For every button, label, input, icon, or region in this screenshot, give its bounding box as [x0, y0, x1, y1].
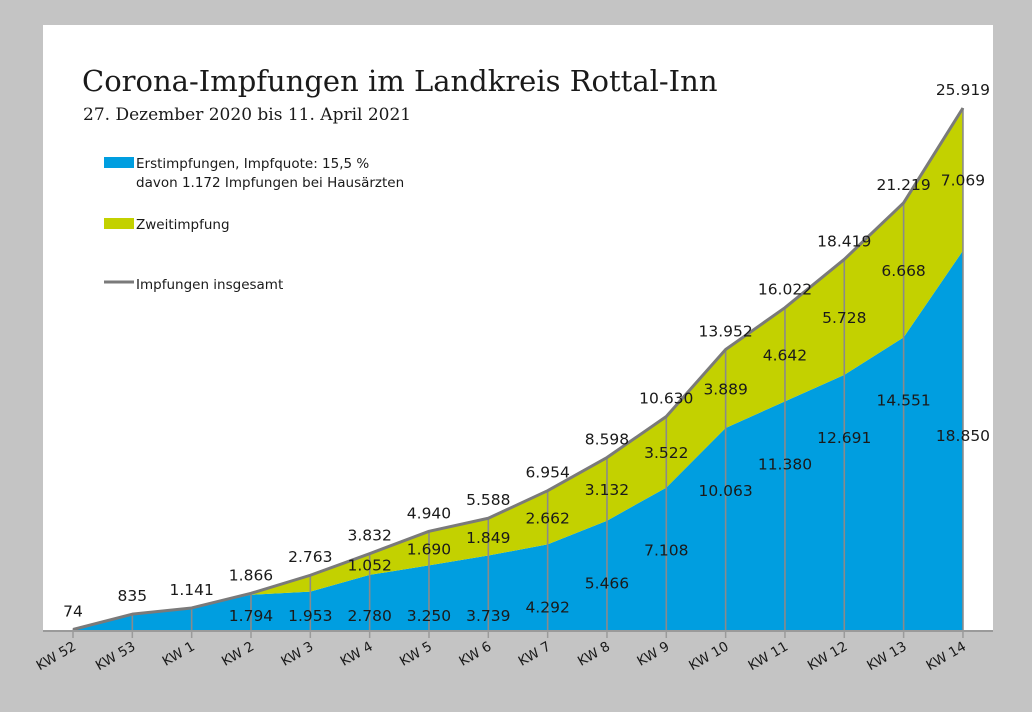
legend-label-detail: davon 1.172 Impfungen bei Hausärzten	[136, 175, 404, 191]
x-tick-label: KW 13	[864, 639, 909, 674]
x-tick-label: KW 7	[516, 639, 554, 670]
legend-label: Zweitimpfung	[136, 217, 230, 233]
chart-title: Corona-Impfungen im Landkreis Rottal-Inn	[82, 64, 718, 98]
label-total: 13.952	[699, 322, 753, 340]
label-erstimpfung: 1.953	[288, 607, 332, 625]
label-total: 2.763	[288, 548, 332, 566]
x-tick-label: KW 6	[456, 639, 494, 670]
x-tick-label: KW 52	[34, 639, 79, 674]
label-erstimpfung: 5.466	[585, 575, 629, 593]
label-zweitimpfung: 3.132	[585, 481, 629, 499]
label-erstimpfung: 14.551	[876, 391, 930, 409]
label-zweitimpfung: 4.642	[763, 347, 807, 365]
data-labels: 74 835 1.141 1.866 2.763 3.832 4.940 5.588 6.954…	[63, 81, 990, 625]
label-erstimpfung: 3.739	[466, 607, 510, 625]
label-erstimpfung: 12.691	[817, 429, 871, 447]
label-zweitimpfung: 7.069	[941, 171, 985, 189]
label-erstimpfung: 7.108	[644, 542, 688, 560]
label-erstimpfung: 1.794	[229, 607, 273, 625]
label-zweitimpfung: 3.522	[644, 444, 688, 462]
label-total: 3.832	[347, 527, 391, 545]
label-erstimpfung: 18.850	[936, 427, 990, 445]
label-total: 21.219	[876, 176, 930, 194]
x-tick-label: KW 11	[746, 639, 791, 674]
x-tick-label: KW 8	[575, 639, 613, 670]
x-tick-label: KW 3	[278, 639, 316, 670]
label-zweitimpfung: 1.052	[347, 556, 391, 574]
label-total: 25.919	[936, 81, 990, 99]
legend-swatch	[104, 218, 134, 229]
total-line-layer	[72, 107, 965, 631]
x-tick-label: KW 14	[924, 639, 969, 674]
legend-label: Impfungen insgesamt	[136, 277, 283, 293]
x-tick-label: KW 4	[338, 639, 376, 670]
label-total: 4.940	[407, 504, 451, 522]
label-erstimpfung: 3.250	[407, 607, 451, 625]
label-zweitimpfung: 2.662	[525, 510, 569, 528]
x-axis: KW 52 KW 53 KW 1 KW 2 KW 3 KW 4 KW 5 KW 6 KW 7 KW…	[34, 630, 993, 674]
drop-lines	[72, 108, 964, 631]
chart-subtitle: 27. Dezember 2020 bis 11. April 2021	[83, 105, 411, 125]
label-total: 835	[118, 587, 148, 605]
x-tick-label: KW 5	[397, 639, 435, 670]
x-tick-label: KW 12	[805, 639, 850, 674]
label-total: 16.022	[758, 281, 812, 299]
label-zweitimpfung: 1.690	[407, 540, 451, 558]
legend-swatch	[104, 157, 134, 168]
label-total: 6.954	[525, 464, 569, 482]
label-erstimpfung: 11.380	[758, 455, 812, 473]
area-erstimpfungen	[73, 250, 963, 632]
label-total: 10.630	[639, 390, 693, 408]
x-tick-label: KW 9	[634, 639, 672, 670]
legend: Erstimpfungen, Impfquote: 15,5 % davon 1.…	[104, 156, 404, 293]
label-total: 18.419	[817, 232, 871, 250]
legend-label: Erstimpfungen, Impfquote: 15,5 %	[136, 156, 369, 172]
x-tick-label: KW 2	[219, 639, 257, 670]
x-tick-label: KW 1	[160, 639, 198, 670]
label-erstimpfung: 2.780	[347, 607, 391, 625]
label-zweitimpfung: 1.849	[466, 529, 510, 547]
label-zweitimpfung: 6.668	[881, 262, 925, 280]
label-total: 8.598	[585, 431, 629, 449]
x-tick-label: KW 10	[686, 639, 731, 674]
line-impfungen-insgesamt	[72, 107, 965, 631]
label-zweitimpfung: 3.889	[703, 381, 747, 399]
label-total: 1.866	[229, 566, 273, 584]
label-zweitimpfung: 5.728	[822, 309, 866, 327]
label-erstimpfung: 4.292	[525, 598, 569, 616]
label-erstimpfung: 10.063	[699, 482, 753, 500]
label-total: 74	[63, 603, 83, 621]
label-total: 5.588	[466, 491, 510, 509]
x-tick-label: KW 53	[93, 639, 138, 674]
label-total: 1.141	[169, 581, 213, 599]
